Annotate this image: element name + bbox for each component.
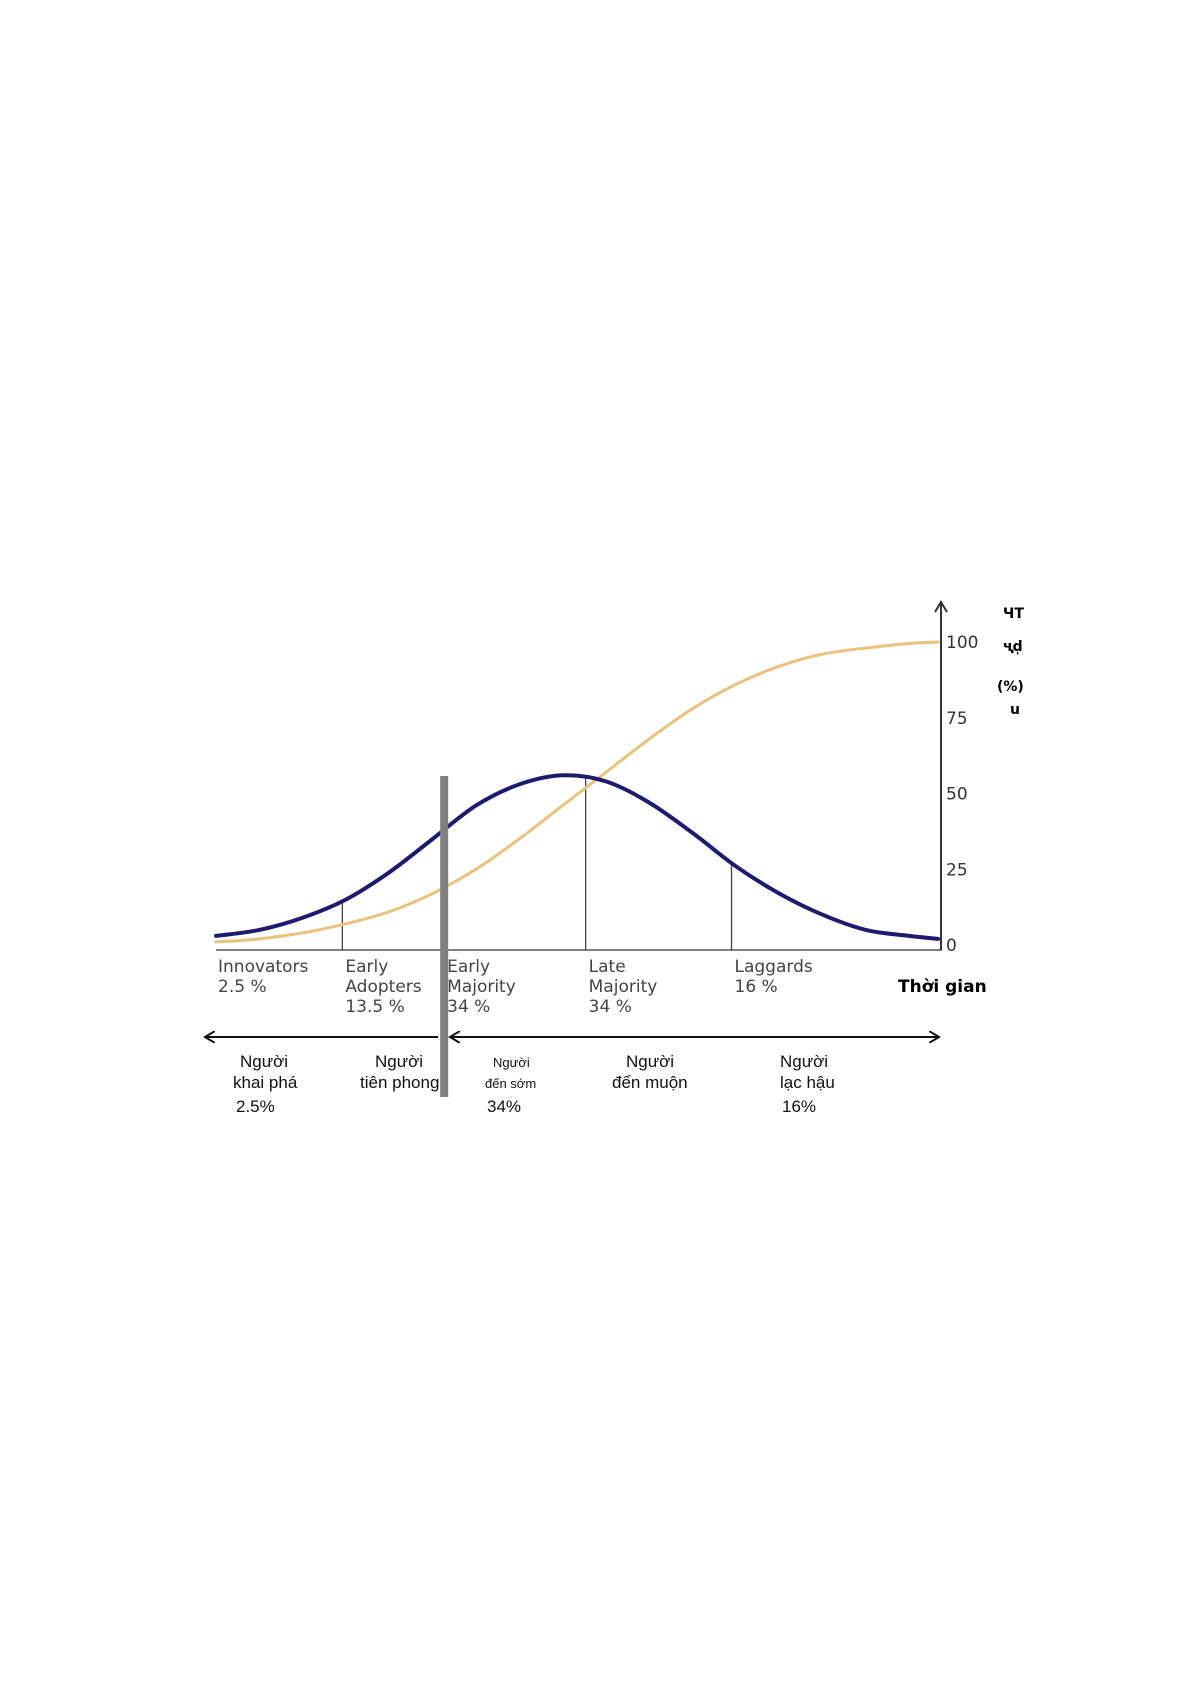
bell-curve-line — [214, 773, 940, 941]
y-tick-label: 0 — [946, 936, 957, 956]
vn-segment-name: Người — [493, 1055, 530, 1070]
segment-name: Adopters — [345, 977, 421, 997]
vn-segment-percent: 34% — [487, 1097, 521, 1116]
segment-percent: 2.5 % — [218, 977, 267, 997]
y-axis-label-fragment: ЧТ — [1003, 606, 1024, 622]
y-axis-label-fragment: (%) — [997, 679, 1024, 695]
vn-segment-name: tiên phong — [360, 1073, 439, 1092]
vn-segment-name: Người — [375, 1052, 423, 1071]
segment-percent: 13.5 % — [345, 997, 404, 1017]
segment-percent: 34 % — [589, 997, 632, 1017]
y-axis-arrow-icon — [934, 600, 948, 613]
segment-percent: 16 % — [735, 977, 778, 997]
vn-segment-name: Người — [240, 1052, 288, 1071]
vn-segment-name: khai phá — [233, 1073, 298, 1092]
y-tick-label: 75 — [946, 709, 968, 729]
y-tick-label: 50 — [946, 785, 968, 805]
x-axis-label: Thời gian — [898, 977, 987, 997]
y-axis-label-fragment: ҷd̩ — [1003, 639, 1023, 655]
vn-segment-name: đến sớm — [485, 1076, 536, 1091]
segment-name: Early — [345, 957, 388, 977]
vn-segment-percent: 16% — [782, 1097, 816, 1116]
segment-name: Late — [589, 957, 626, 977]
segment-name: Majority — [589, 977, 658, 997]
segment-name: Innovators — [218, 957, 308, 977]
highlight-divider-bar — [440, 776, 449, 1097]
y-tick-label: 25 — [946, 860, 968, 880]
segment-name: Early — [447, 957, 490, 977]
segment-name: Majority — [447, 977, 516, 997]
vn-segment-name: Người — [780, 1052, 828, 1071]
vn-segment-name: đến muộn — [612, 1073, 688, 1092]
s-curve-line — [214, 640, 940, 944]
vn-segment-percent: 2.5% — [236, 1097, 275, 1116]
vn-segment-name: Người — [626, 1052, 674, 1071]
segment-name: Laggards — [735, 957, 813, 977]
y-axis-label-fragment: u — [1010, 702, 1020, 718]
y-tick-label: 100 — [946, 633, 978, 653]
vn-segment-name: lạc hậu — [780, 1073, 835, 1092]
segment-percent: 34 % — [447, 997, 490, 1017]
